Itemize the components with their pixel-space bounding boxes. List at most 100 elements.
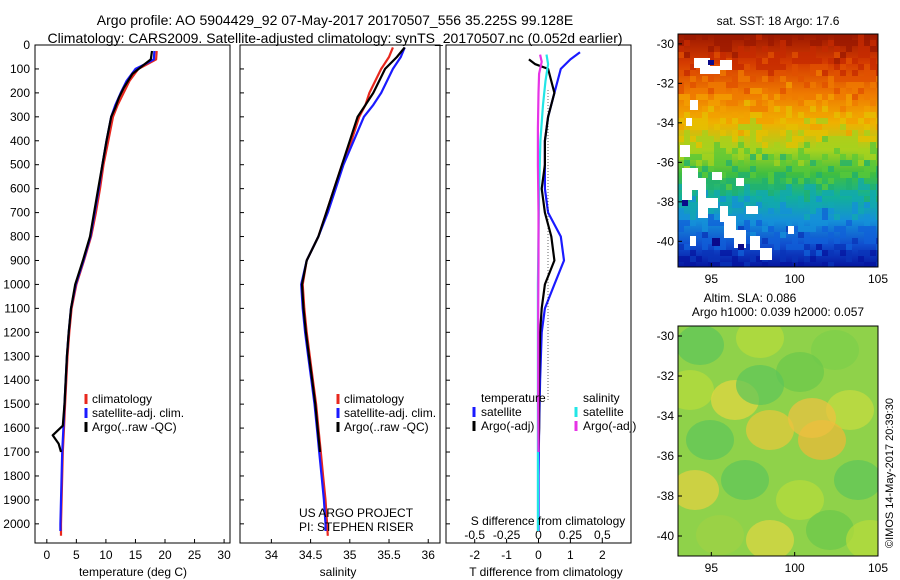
sst-cell — [684, 244, 690, 250]
sst-cell — [690, 256, 696, 262]
x-tick-label: 35 — [343, 548, 357, 562]
sst-cell — [678, 202, 684, 208]
sst-cell — [834, 88, 840, 94]
sst-cell — [870, 238, 876, 244]
sst-cell — [786, 178, 792, 184]
temperature-panel-frame — [34, 44, 231, 544]
sst-cell — [708, 142, 714, 148]
legend-title-salinity: salinity — [583, 391, 620, 405]
sst-cell — [768, 118, 774, 124]
sst-cell — [720, 34, 726, 40]
sst-cell — [768, 76, 774, 82]
sst-cell — [876, 34, 878, 40]
sst-cell — [750, 76, 756, 82]
legend-title-temperature: temperature — [481, 391, 546, 405]
sst-cell — [864, 232, 870, 238]
sst-cell — [726, 160, 732, 166]
sst-cell — [702, 166, 708, 172]
sst-cell — [792, 94, 798, 100]
sst-cell — [714, 244, 720, 250]
sst-cell — [768, 196, 774, 202]
sst-cell — [876, 154, 878, 160]
sst-cell — [786, 82, 792, 88]
sst-cell — [780, 130, 786, 136]
sst-cell — [768, 208, 774, 214]
sst-cell — [762, 190, 768, 196]
sst-cell — [780, 256, 786, 262]
sla-blob — [736, 365, 784, 405]
sst-cell — [696, 160, 702, 166]
sst-cell — [768, 178, 774, 184]
sst-cell — [774, 160, 780, 166]
sst-cell — [852, 172, 858, 178]
depth-tick-label: 1300 — [3, 349, 30, 363]
sst-cell — [864, 118, 870, 124]
sst-cell — [810, 52, 816, 58]
map-y-tick-label: -40 — [657, 529, 675, 543]
sst-cell — [714, 142, 720, 148]
sst-cell — [696, 256, 702, 262]
sst-cell — [744, 196, 750, 202]
sst-cell — [714, 88, 720, 94]
sst-cell — [852, 190, 858, 196]
sst-cell — [858, 82, 864, 88]
sst-cell — [822, 46, 828, 52]
sst-cell — [858, 184, 864, 190]
sst-cell — [804, 178, 810, 184]
sst-cell — [780, 232, 786, 238]
sst-cell — [720, 130, 726, 136]
sst-cell — [708, 112, 714, 118]
sst-cell — [774, 202, 780, 208]
sst-cell — [792, 238, 798, 244]
x-tick-label: -1 — [501, 548, 512, 562]
sst-cell — [840, 94, 846, 100]
sst-cell — [876, 40, 878, 46]
sst-cell — [714, 82, 720, 88]
sst-map — [678, 34, 878, 267]
sst-cell — [828, 208, 834, 214]
sla-blob — [678, 370, 714, 410]
sst-map-title: sat. SST: 18 Argo: 17.6 — [717, 14, 840, 28]
sst-cell — [774, 172, 780, 178]
sla-blob — [686, 420, 734, 460]
pi-annotation: PI: STEPHEN RISER — [299, 520, 414, 534]
sst-cell — [804, 232, 810, 238]
sst-cell — [822, 94, 828, 100]
sst-cell — [738, 196, 744, 202]
sst-cell — [702, 94, 708, 100]
sst-cell — [846, 190, 852, 196]
sst-cell — [738, 70, 744, 76]
sst-cell — [696, 118, 702, 124]
sst-cell — [762, 58, 768, 64]
legend-label-t-satellite: satellite — [481, 405, 522, 419]
sst-cell — [834, 52, 840, 58]
sst-cell — [720, 154, 726, 160]
depth-tick-label: 100 — [10, 62, 30, 76]
sst-cell — [792, 178, 798, 184]
sst-cell — [756, 130, 762, 136]
x-tick-label: 5 — [73, 548, 80, 562]
sst-cell — [846, 46, 852, 52]
sst-cell — [696, 232, 702, 238]
sst-cell — [846, 250, 852, 256]
sst-cell — [726, 70, 732, 76]
sst-cell — [702, 220, 708, 226]
sst-cell — [822, 70, 828, 76]
sst-cell — [714, 112, 720, 118]
sst-cell — [720, 94, 726, 100]
map-y-tick-label: -32 — [657, 76, 675, 90]
sst-cell — [822, 82, 828, 88]
sst-cell — [768, 220, 774, 226]
sst-cell — [816, 178, 822, 184]
sst-cell — [732, 202, 738, 208]
sst-cell — [768, 238, 774, 244]
sst-cell — [804, 82, 810, 88]
sst-cell — [792, 136, 798, 142]
sst-cell — [678, 88, 684, 94]
sst-cell — [828, 262, 834, 267]
project-annotation: US ARGO PROJECT — [299, 506, 414, 520]
sst-cell — [876, 166, 878, 172]
sst-cell — [678, 52, 684, 58]
land-mask — [682, 60, 744, 250]
sst-cell — [738, 172, 744, 178]
